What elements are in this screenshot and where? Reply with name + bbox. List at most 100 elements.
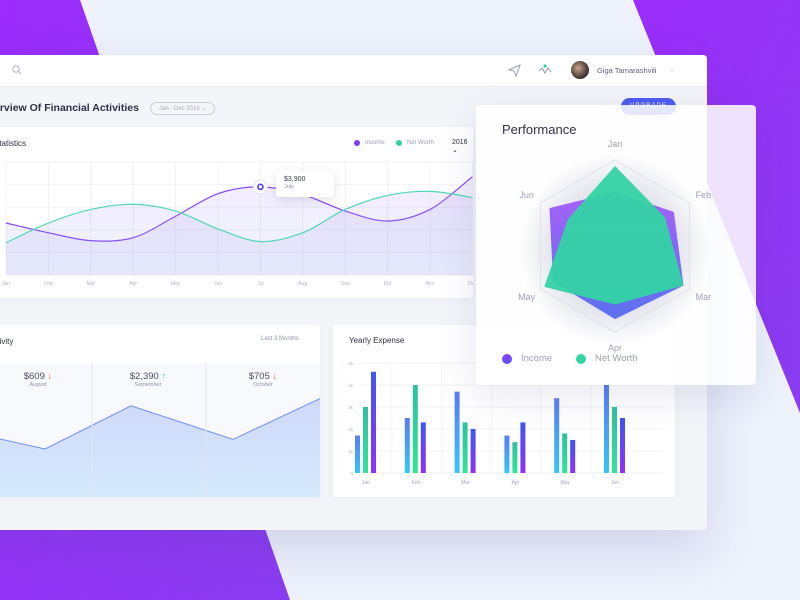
x-tick-label: Mar [461, 480, 470, 486]
net-worth-area [6, 191, 473, 275]
x-tick-label: May [560, 480, 570, 486]
bar [404, 418, 410, 473]
activity-stat: $2,390 ↑ September [118, 371, 178, 388]
x-tick-label: Nov [426, 281, 435, 287]
net-worth-line [5, 190, 473, 244]
x-tick-label: Dec [468, 281, 473, 287]
y-tick-label: 0 [350, 471, 353, 476]
bar [612, 407, 617, 473]
y-tick-label: 2k [348, 427, 354, 432]
activity-area [0, 398, 320, 497]
x-tick-label: Oct [384, 281, 392, 287]
x-tick-label: Jun [214, 281, 222, 287]
page-title: Overview Of Financial Activities [0, 102, 139, 114]
x-tick-label: Aug [298, 281, 307, 287]
y-tick-label: 5k [348, 361, 354, 366]
legend-income: Income [354, 140, 385, 146]
yearly-expense-bar-chart: 0 1k 2k 3k 4k 5k Jan Feb Mar Apr May Jun [341, 361, 663, 486]
legend-net-worth: Net Worth [396, 140, 434, 146]
radar-axis-label: Jun [519, 190, 534, 200]
year-label: 2016 [452, 139, 468, 146]
y-tick-label: 3k [348, 405, 354, 410]
stat-value: $705 [248, 371, 270, 382]
send-icon[interactable] [508, 64, 521, 77]
legend-dot [502, 353, 512, 364]
activity-stat: $705 ↓ October [233, 371, 293, 388]
income-radar-area [544, 166, 684, 305]
y-tick-label: 4k [348, 383, 354, 388]
july-marker [257, 183, 264, 191]
bar [620, 418, 625, 473]
tooltip-value: $3,900 [284, 176, 306, 183]
top-bar: Giga Tamarashvili ⌄ [0, 55, 707, 87]
bar [570, 440, 576, 473]
chart-tooltip: $3,900 July [276, 171, 334, 197]
radar-axis-label: Mar [696, 292, 712, 302]
legend-label: Net Worth [595, 353, 638, 364]
activity-line [0, 398, 320, 450]
x-tick-label: Jun [611, 480, 619, 486]
x-tick-label: May [171, 281, 181, 287]
trend-down-icon: ↓ [47, 371, 53, 382]
perf-legend-net-worth: Net Worth [576, 353, 638, 364]
stat-label: August [29, 382, 47, 388]
activity-card: Activity Last 3 Months $609 ↓August $2,39… [0, 325, 320, 497]
bar [412, 385, 418, 473]
bar [604, 385, 609, 473]
search-icon[interactable] [12, 65, 22, 75]
period-label: Last 3 Months [261, 336, 299, 342]
statistics-card: Statistics Income Net Worth 2016 ⌄ Jan Fe… [0, 127, 473, 298]
user-menu-chevron-icon[interactable]: ⌄ [669, 66, 675, 73]
perf-legend-income: Income [502, 353, 552, 364]
radar-axis-label: Jan [608, 139, 623, 149]
bar [554, 398, 560, 473]
trend-down-icon: ↓ [272, 371, 278, 382]
x-tick-label: Mar [86, 281, 95, 287]
date-range-select[interactable]: Jan - Dec 2016 ⌄ [150, 102, 216, 115]
radar-axis-label: Feb [696, 190, 712, 200]
user-avatar[interactable] [571, 61, 589, 79]
bar [562, 433, 568, 473]
tooltip-label: July [284, 184, 294, 190]
pulse-icon[interactable] [538, 63, 552, 77]
stat-label: October [253, 382, 273, 388]
trend-up-icon: ↑ [161, 371, 167, 382]
radar-axis-label: May [518, 292, 536, 302]
performance-radar-chart: Jan Feb Mar Apr May Jun [518, 139, 712, 353]
x-tick-label: Feb [411, 480, 420, 486]
legend-label: Income [365, 140, 385, 146]
x-tick-label: Jan [362, 480, 370, 486]
activity-area-chart [0, 363, 320, 497]
yearly-expense-title: Yearly Expense [349, 336, 405, 345]
statistics-title: Statistics [0, 139, 27, 148]
bar [371, 371, 376, 473]
x-tick-label: Jul [257, 281, 263, 287]
y-tick-label: 1k [348, 449, 354, 454]
x-tick-label: Apr [512, 480, 520, 486]
bar [470, 429, 476, 473]
bar [454, 391, 460, 473]
legend-dot [576, 353, 586, 364]
user-name[interactable]: Giga Tamarashvili [597, 66, 657, 75]
bar [355, 435, 360, 473]
x-tick-label: Feb [44, 281, 53, 287]
bar [462, 422, 468, 473]
bar [520, 422, 526, 473]
activity-title: Activity [0, 337, 14, 346]
stat-value: $2,390 [129, 371, 159, 382]
bar [363, 407, 368, 473]
bar [504, 435, 510, 473]
x-tick-label: Sep [341, 281, 350, 287]
legend-label: Income [521, 353, 553, 364]
bar [420, 422, 426, 473]
stat-label: September [134, 382, 162, 388]
legend-label: Net Worth [407, 140, 434, 146]
x-tick-label: Jan [2, 281, 10, 287]
bar [512, 442, 518, 473]
performance-title: Performance [502, 122, 577, 137]
x-tick-label: Apr [129, 281, 137, 287]
activity-stat: $609 ↓ August [8, 371, 68, 388]
year-select[interactable]: 2016 ⌄ [452, 139, 468, 154]
legend-dot [396, 140, 402, 146]
statistics-line-chart: Jan Feb Mar Apr May Jun Jul Aug Sep Oct Nov Dec [2, 161, 473, 287]
